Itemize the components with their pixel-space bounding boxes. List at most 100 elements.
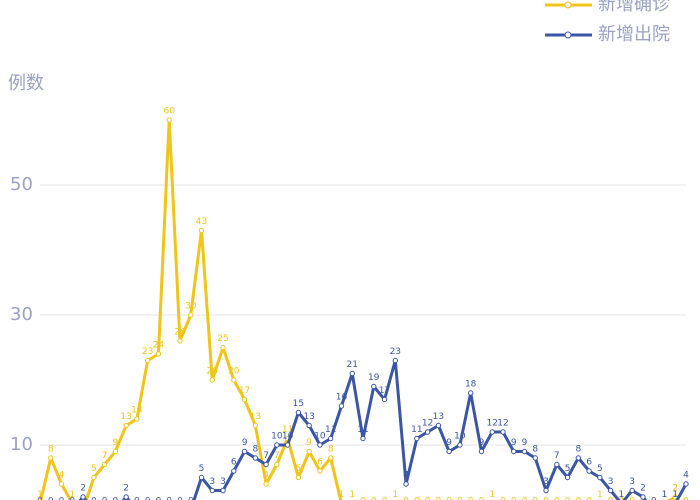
point: [360, 435, 366, 442]
value-label: 0: [543, 497, 549, 500]
y-tick-label: 10: [10, 434, 33, 455]
value-label: 1: [339, 490, 345, 500]
value-label: 0: [608, 497, 614, 500]
value-label: 0: [403, 497, 409, 500]
value-label: 1: [597, 490, 603, 500]
value-label: 10: [271, 432, 283, 442]
value-label: 12: [497, 419, 508, 429]
value-label: 0: [575, 497, 581, 500]
point: [58, 481, 65, 487]
value-label: 9: [522, 438, 528, 448]
point: [220, 487, 226, 494]
value-label: 0: [156, 497, 162, 500]
point: [306, 448, 312, 455]
value-label: 0: [651, 497, 657, 500]
value-label: 8: [252, 445, 258, 455]
point: [284, 442, 291, 448]
value-label: 0: [102, 497, 108, 500]
value-label: 5: [565, 464, 571, 474]
value-label: 2: [80, 484, 86, 494]
value-label: 20: [207, 367, 219, 377]
value-label: 0: [554, 497, 560, 500]
point: [295, 474, 302, 481]
point: [349, 370, 355, 377]
value-label: 9: [446, 438, 452, 448]
point: [511, 448, 517, 455]
value-label: 6: [317, 458, 323, 468]
point: [252, 422, 259, 429]
value-label: 0: [48, 497, 54, 500]
value-label: 4: [263, 471, 269, 481]
point: [306, 422, 312, 429]
value-label: 2: [672, 484, 678, 494]
value-label: 8: [575, 445, 581, 455]
point: [467, 390, 474, 396]
legend-marker: [564, 1, 572, 9]
value-label: 1: [672, 490, 678, 500]
point: [123, 422, 129, 429]
point: [166, 117, 172, 123]
point: [338, 403, 345, 409]
value-label: 26: [174, 328, 186, 338]
value-label: 11: [282, 425, 293, 435]
value-label: 1: [489, 490, 495, 500]
value-label: 17: [379, 386, 390, 396]
point: [220, 344, 226, 351]
value-label: 13: [433, 412, 444, 422]
value-label: 0: [457, 497, 463, 500]
value-label: 8: [328, 445, 334, 455]
value-label: 0: [683, 497, 689, 500]
point: [263, 481, 269, 487]
value-label: 1: [37, 490, 43, 500]
point: [231, 377, 237, 383]
value-label: 3: [220, 477, 226, 487]
point: [177, 338, 183, 344]
value-label: 0: [371, 497, 377, 500]
point: [381, 396, 388, 403]
point: [640, 494, 646, 500]
value-label: 0: [91, 497, 97, 500]
legend-label: 新增确诊: [598, 0, 670, 15]
point: [435, 422, 442, 429]
value-label: 1: [662, 490, 668, 500]
point: [521, 448, 528, 455]
value-label: 10: [282, 432, 294, 442]
value-label: 0: [619, 497, 625, 500]
point: [683, 481, 689, 487]
value-label: 2: [640, 484, 646, 494]
value-label: 23: [390, 347, 401, 357]
point: [295, 409, 302, 416]
point: [457, 442, 463, 448]
point: [101, 461, 108, 468]
value-label: 15: [293, 399, 304, 409]
value-label: 60: [163, 107, 175, 117]
value-label: 9: [112, 438, 118, 448]
value-label: 10: [314, 432, 326, 442]
y-tick-label: 50: [10, 174, 33, 195]
series-line: [39, 118, 680, 500]
point: [371, 383, 377, 390]
value-label: 1: [349, 490, 355, 500]
point: [263, 461, 269, 468]
value-label: 3: [543, 477, 549, 487]
value-label: 21: [347, 360, 358, 370]
point: [424, 429, 431, 435]
point: [134, 416, 140, 422]
value-label: 13: [120, 412, 131, 422]
point: [91, 474, 97, 481]
point: [252, 455, 259, 461]
value-label: 12: [422, 419, 433, 429]
value-label: 5: [296, 464, 302, 474]
point: [564, 474, 571, 481]
value-label: 30: [185, 302, 197, 312]
value-label: 4: [403, 471, 409, 481]
point: [586, 468, 592, 474]
value-label: 7: [102, 451, 108, 461]
value-label: 0: [414, 497, 420, 500]
point: [446, 448, 452, 455]
value-label: 7: [554, 451, 560, 461]
value-label: 4: [59, 471, 65, 481]
value-label: 0: [446, 497, 452, 500]
value-label: 6: [231, 458, 237, 468]
value-label: 7: [263, 451, 269, 461]
